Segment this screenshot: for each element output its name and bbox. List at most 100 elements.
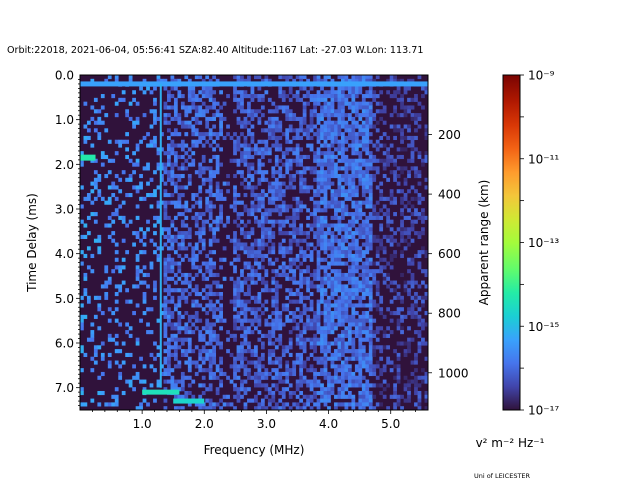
heatmap-cell [215, 113, 220, 118]
heatmap-cell [323, 185, 328, 190]
heatmap-cell [163, 295, 168, 300]
heatmap-cell [323, 78, 328, 83]
heatmap-cell [330, 234, 335, 239]
heatmap-cell [361, 375, 366, 380]
heatmap-cell [267, 341, 272, 346]
heatmap-cell [194, 291, 199, 297]
heatmap-cell [208, 375, 213, 380]
heatmap-cell [271, 295, 276, 300]
heatmap-cell [229, 204, 234, 209]
heatmap-cell [316, 238, 321, 243]
heatmap-cell [375, 234, 380, 239]
heatmap-cell [372, 166, 377, 171]
heatmap-cell [170, 170, 175, 175]
heatmap-cell [222, 181, 227, 186]
heatmap-cell [264, 208, 269, 213]
heatmap-cell [327, 124, 331, 129]
heatmap-cell [379, 257, 384, 262]
heatmap-cell [341, 135, 345, 141]
heatmap-cell [361, 212, 366, 217]
heatmap-cell [361, 189, 366, 194]
heatmap-cell [191, 143, 196, 148]
heatmap-cell [142, 250, 147, 255]
heatmap-cell [219, 105, 223, 110]
heatmap-cell [254, 113, 258, 118]
heatmap-cell [201, 276, 206, 281]
heatmap-cell [233, 90, 237, 95]
heatmap-cell [361, 170, 366, 175]
heatmap-cell [260, 234, 265, 239]
heatmap-cell [229, 276, 234, 281]
heatmap-cell [375, 139, 380, 144]
heatmap-cell [219, 208, 223, 213]
heatmap-cell [403, 181, 408, 186]
heatmap-cell [358, 78, 363, 83]
heatmap-cell [260, 212, 265, 217]
heatmap-cell [271, 341, 276, 346]
heatmap-cell [177, 242, 182, 247]
heatmap-cell [417, 322, 422, 327]
heatmap-cell [309, 291, 314, 297]
heatmap-cell [313, 356, 317, 361]
heatmap-cell [160, 166, 164, 171]
heatmap-cell [358, 265, 363, 270]
heatmap-cell [417, 250, 422, 255]
heatmap-cell [400, 212, 404, 217]
heatmap-cell [407, 394, 411, 399]
heatmap-cell [264, 139, 269, 144]
heatmap-cell [320, 86, 324, 91]
heatmap-cell [163, 86, 168, 91]
heatmap-cell [250, 349, 255, 354]
right-tick-label: 1000 [438, 366, 469, 380]
heatmap-cell [382, 173, 387, 179]
heatmap-cell [173, 280, 178, 285]
heatmap-cell [421, 299, 425, 304]
heatmap-cell [299, 333, 304, 338]
heatmap-cell [379, 390, 384, 396]
heatmap-cell [267, 124, 272, 129]
heatmap-cell [414, 303, 418, 308]
heatmap-cell [316, 272, 321, 278]
heatmap-cell [372, 177, 377, 182]
heatmap-cell [135, 276, 140, 281]
heatmap-cell [403, 288, 408, 293]
heatmap-cell [274, 337, 279, 342]
heatmap-cell [347, 181, 352, 186]
heatmap-cell [191, 349, 196, 354]
heatmap-cell [267, 219, 272, 224]
heatmap-cell [347, 341, 352, 346]
heatmap-cell [313, 132, 317, 137]
heatmap-cell [121, 170, 126, 175]
heatmap-cell [212, 170, 217, 175]
heatmap-cell [417, 215, 422, 220]
heatmap-cell [184, 330, 189, 335]
heatmap-cell [341, 272, 345, 278]
heatmap-cell [156, 345, 161, 350]
heatmap-cell [393, 109, 397, 114]
heatmap-cell [417, 154, 422, 160]
heatmap-cell [260, 170, 265, 175]
heatmap-cell [358, 105, 363, 110]
heatmap-cell [309, 185, 314, 190]
heatmap-cell [236, 253, 241, 259]
heatmap-cell [233, 151, 237, 156]
heatmap-cell [295, 162, 300, 167]
heatmap-cell [365, 132, 370, 137]
heatmap-cell [187, 314, 192, 319]
heatmap-cell [215, 215, 220, 220]
heatmap-cell [267, 128, 272, 133]
heatmap-cell [299, 162, 304, 167]
heatmap-cell [351, 406, 356, 411]
heatmap-cell [337, 151, 342, 156]
heatmap-cell [316, 326, 321, 331]
heatmap-cell [267, 371, 272, 377]
heatmap-cell [295, 135, 300, 141]
heatmap-cell [330, 269, 335, 274]
heatmap-cell [173, 238, 178, 243]
heatmap-cell [285, 151, 290, 156]
heatmap-cell [389, 394, 394, 399]
heatmap-cell [417, 314, 422, 319]
heatmap-cell [264, 253, 269, 259]
heatmap-cell [201, 307, 206, 312]
heatmap-cell [341, 212, 345, 217]
